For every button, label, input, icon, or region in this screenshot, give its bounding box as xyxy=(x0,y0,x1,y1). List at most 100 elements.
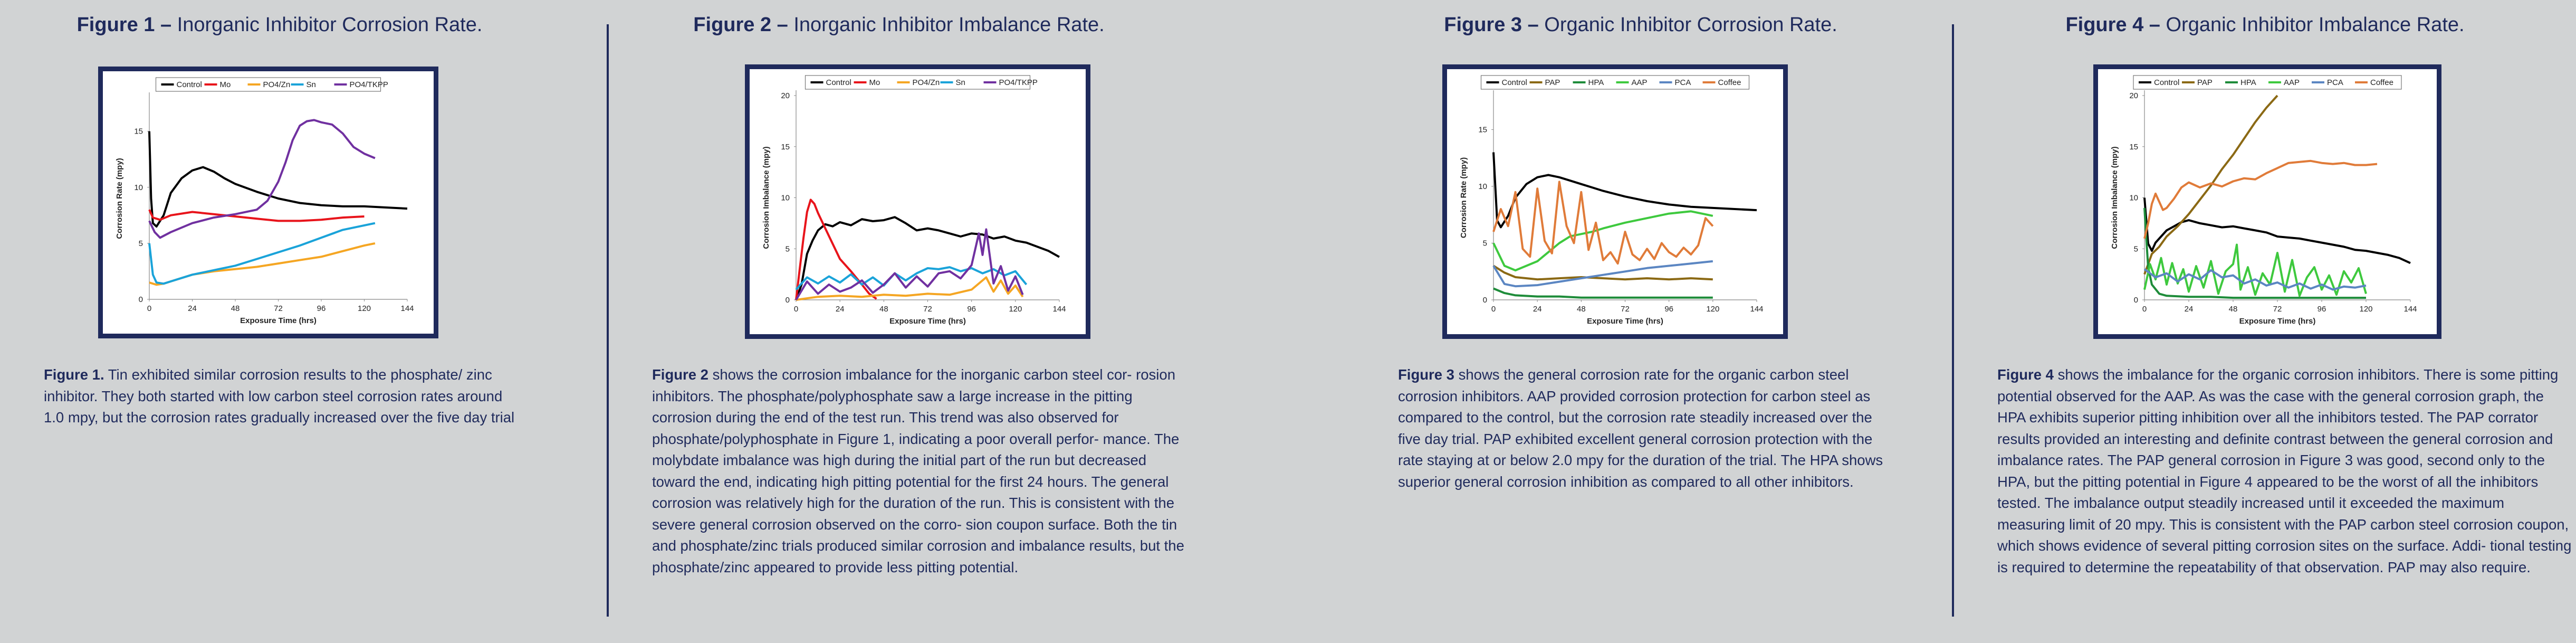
y-axis-title: Corrosion Imbalance (mpy) xyxy=(762,146,771,249)
column-divider-2 xyxy=(1952,24,1954,617)
x-tick-label: 0 xyxy=(147,304,151,313)
x-tick-label: 120 xyxy=(2359,305,2372,314)
x-tick-label: 144 xyxy=(2403,305,2417,314)
series-line-pap xyxy=(1492,264,1713,281)
y-tick-label: 0 xyxy=(139,295,143,304)
legend-label: Mo xyxy=(220,80,231,89)
figure-2-caption: Figure 2 shows the corrosion imbalance f… xyxy=(652,364,1185,578)
legend-label: PAP xyxy=(2197,78,2213,87)
y-tick-label: 5 xyxy=(786,244,790,253)
x-tick-label: 120 xyxy=(1706,305,1719,314)
y-tick-label: 0 xyxy=(786,296,790,305)
x-tick-label: 0 xyxy=(794,305,798,314)
legend-label: HPA xyxy=(1588,78,1604,87)
y-tick-label: 15 xyxy=(2129,143,2138,152)
series-line-control xyxy=(148,131,408,228)
series-line-coffee xyxy=(2143,159,2378,239)
y-tick-label: 20 xyxy=(2129,91,2138,100)
legend-label: Control xyxy=(826,78,851,87)
x-tick-label: 0 xyxy=(2142,305,2147,314)
figure-4-chart-svg: Control PAP HPA AAP PCA Coffee 0 5 10 15 20 0 24 48 72… xyxy=(2110,75,2417,326)
legend-label: PO4/Zn xyxy=(263,80,291,89)
x-tick-label: 72 xyxy=(274,304,283,313)
series-line-aap xyxy=(1492,210,1713,272)
legend-label: Sn xyxy=(956,78,965,87)
y-tick-label: 10 xyxy=(134,183,143,192)
x-tick-label: 48 xyxy=(231,304,240,313)
figure-2-title-number: Figure 2 – xyxy=(693,14,788,36)
figure-2-title-text: Inorganic Inhibitor Imbalance Rate. xyxy=(788,14,1105,36)
x-tick-label: 72 xyxy=(923,305,932,314)
x-tick-label: 24 xyxy=(2185,305,2194,314)
chart-legend: Control Mo PO4/Zn Sn PO4/TKPP xyxy=(805,75,1038,90)
x-tick-label: 96 xyxy=(1664,305,1673,314)
y-axis-title: Corrosion Imbalance (mpy) xyxy=(2110,146,2119,249)
y-tick-label: 15 xyxy=(1478,126,1487,135)
figure-2-column: Figure 2 – Inorganic Inhibitor Imbalance… xyxy=(609,0,1189,643)
figure-4-caption-text: shows the imbalance for the organic corr… xyxy=(1997,366,2572,575)
figure-1-caption: Figure 1. Tin exhibited similar corrosio… xyxy=(44,364,519,429)
figure-3-title-text: Organic Inhibitor Corrosion Rate. xyxy=(1538,14,1837,36)
series-line-control xyxy=(795,216,1060,300)
x-tick-label: 144 xyxy=(1750,305,1763,314)
legend-label: Sn xyxy=(307,80,316,89)
figure-3-chart-svg: Control PAP HPA AAP PCA Coffee 0 5 10 15 0 24 48 72 96… xyxy=(1459,75,1764,326)
figure-1-column: Figure 1 – Inorganic Inhibitor Corrosion… xyxy=(0,0,607,643)
y-tick-label: 15 xyxy=(781,143,790,152)
x-tick-label: 120 xyxy=(1009,305,1022,314)
legend-label: PO4/TKPP xyxy=(350,80,388,89)
column-divider-1 xyxy=(607,24,609,617)
figure-4-title-text: Organic Inhibitor Imbalance Rate. xyxy=(2160,14,2465,36)
series-line-coffee xyxy=(1492,181,1714,265)
x-tick-label: 24 xyxy=(1533,305,1542,314)
x-tick-label: 120 xyxy=(358,304,371,313)
legend-label: HPA xyxy=(2240,78,2256,87)
legend-label: PCA xyxy=(1675,78,1691,87)
legend-label: AAP xyxy=(1632,78,1648,87)
y-tick-label: 0 xyxy=(1483,296,1487,305)
series-line-po4-tkpp xyxy=(148,119,376,239)
figure-4-title: Figure 4 – Organic Inhibitor Imbalance R… xyxy=(1954,14,2576,36)
y-tick-label: 0 xyxy=(2134,296,2138,305)
figure-2-title: Figure 2 – Inorganic Inhibitor Imbalance… xyxy=(609,14,1189,36)
legend-label: PO4/Zn xyxy=(913,78,940,87)
figure-3-chart: Control PAP HPA AAP PCA Coffee 0 5 10 15 0 24 48 72 96… xyxy=(1442,64,1788,339)
legend-label: PAP xyxy=(1545,78,1560,87)
figure-3-caption-text: shows the general corrosion rate for the… xyxy=(1398,366,1883,490)
series-line-pca xyxy=(1492,260,1713,288)
x-tick-label: 144 xyxy=(400,304,414,313)
figure-1-chart-svg: Control Mo PO4/Zn Sn PO4/TKPP 0 5 10 15 0 24 48 72 96… xyxy=(115,77,414,325)
figure-1-caption-label: Figure 1. xyxy=(44,366,104,383)
legend-label: PCA xyxy=(2327,78,2343,87)
figure-1-caption-text: Tin exhibited similar corrosion results … xyxy=(44,366,515,425)
legend-label: Control xyxy=(177,80,202,89)
figure-2-caption-text: shows the corrosion imbalance for the in… xyxy=(652,366,1184,575)
x-tick-label: 96 xyxy=(2318,305,2326,314)
figure-4-caption: Figure 4 shows the imbalance for the org… xyxy=(1997,364,2572,578)
series-line-sn xyxy=(795,266,1028,290)
legend-label: PO4/TKPP xyxy=(999,78,1038,87)
series-line-pap xyxy=(2143,94,2278,275)
y-axis-title: Corrosion Rate (mpy) xyxy=(115,158,124,239)
x-tick-label: 144 xyxy=(1052,305,1066,314)
figure-2-chart: Control Mo PO4/Zn Sn PO4/TKPP 0 5 10 15 20 0 24 48 72… xyxy=(745,64,1090,339)
x-axis-title: Exposure Time (hrs) xyxy=(889,317,966,326)
y-tick-label: 10 xyxy=(1478,182,1487,191)
series-line-control xyxy=(1492,152,1757,229)
x-axis-title: Exposure Time (hrs) xyxy=(240,316,317,325)
legend-label: Mo xyxy=(869,78,880,87)
x-tick-label: 96 xyxy=(967,305,976,314)
chart-legend: Control PAP HPA AAP PCA Coffee xyxy=(1480,75,1750,90)
x-tick-label: 72 xyxy=(1621,305,1630,314)
figure-4-chart: Control PAP HPA AAP PCA Coffee 0 5 10 15 20 0 24 48 72… xyxy=(2093,64,2441,339)
figure-2-caption-label: Figure 2 xyxy=(652,366,708,383)
figure-4-title-number: Figure 4 – xyxy=(2065,14,2160,36)
y-tick-label: 15 xyxy=(134,127,143,136)
figure-1-title: Figure 1 – Inorganic Inhibitor Corrosion… xyxy=(0,14,559,36)
y-tick-label: 5 xyxy=(2134,244,2138,253)
figure-3-caption: Figure 3 shows the general corrosion rat… xyxy=(1398,364,1883,493)
figure-4-caption-label: Figure 4 xyxy=(1997,366,2054,383)
series-line-po4-tkpp xyxy=(795,228,1024,301)
legend-label: Control xyxy=(2154,78,2179,87)
legend-label: AAP xyxy=(2284,78,2300,87)
